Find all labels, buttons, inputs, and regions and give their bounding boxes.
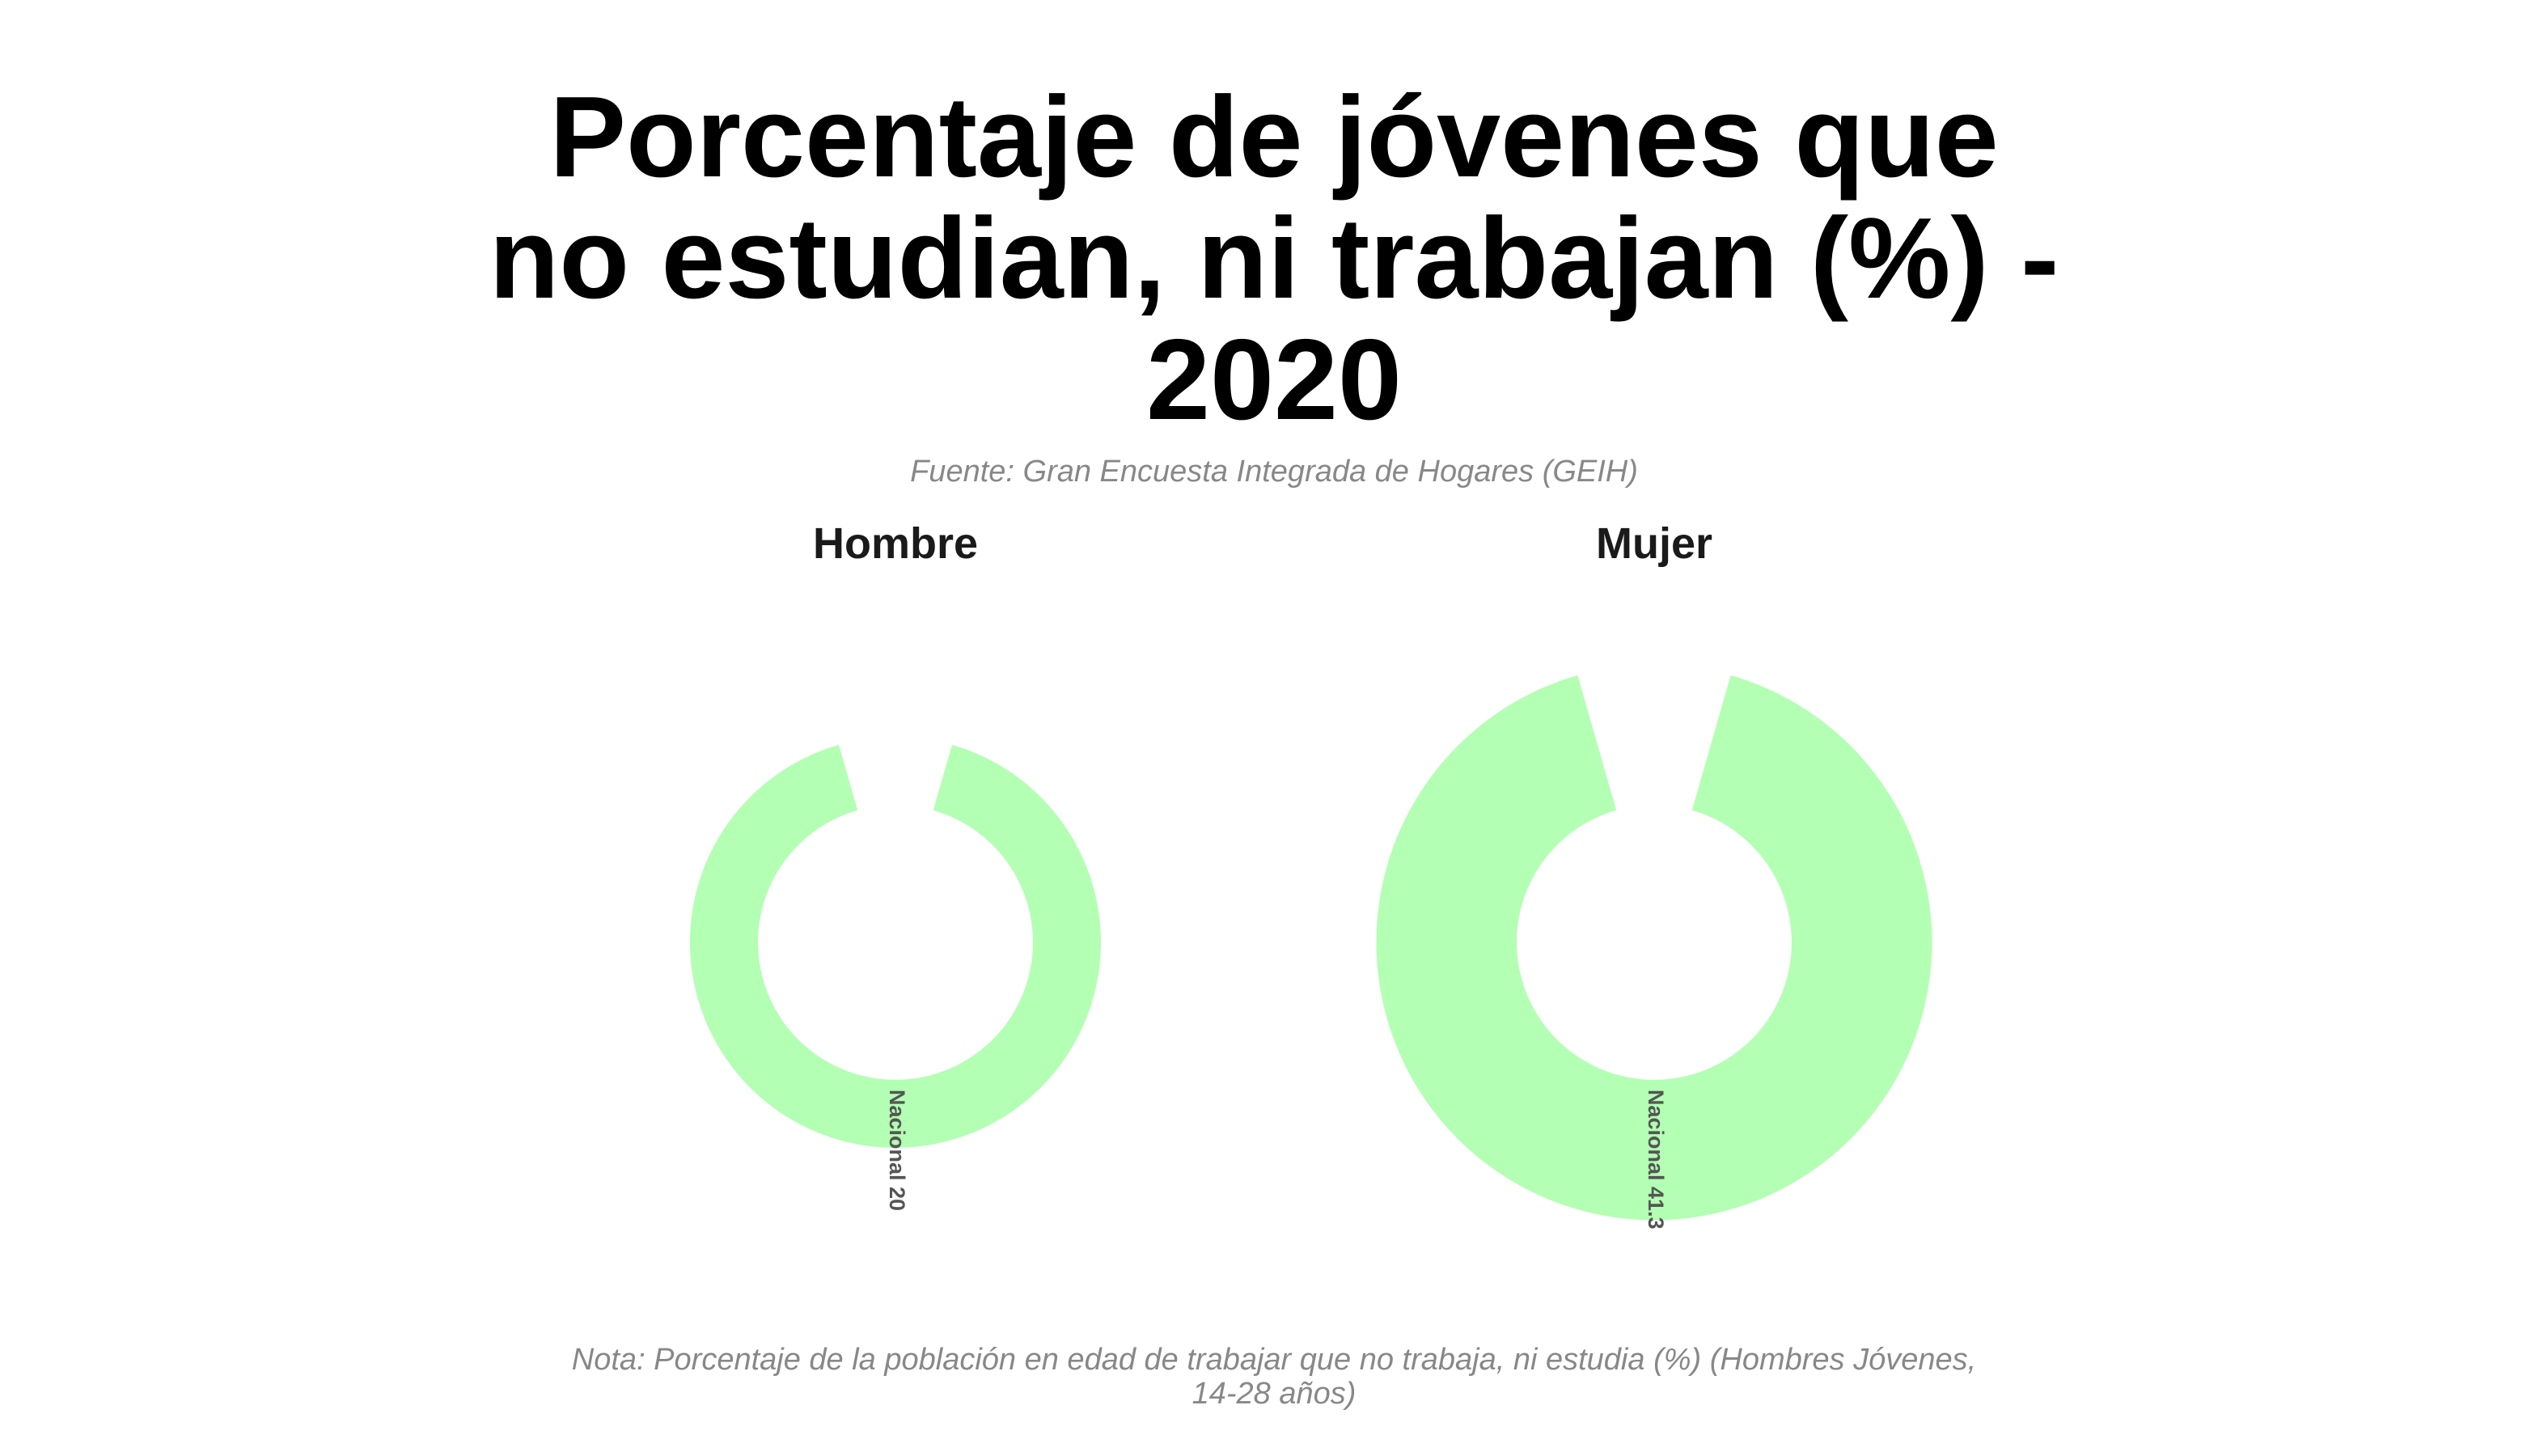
chart-note: Nota: Porcentaje de la población en edad… bbox=[566, 1343, 1982, 1411]
panel-mujer: Mujer Nacional 41.3 bbox=[1377, 519, 1932, 1230]
panel-title: Mujer bbox=[1596, 519, 1712, 568]
panel-title: Hombre bbox=[813, 519, 978, 568]
panel-hombre: Hombre Nacional 20 bbox=[690, 519, 1101, 1211]
ring-bar-nacional bbox=[690, 745, 1101, 1148]
bar-label: Nacional 41.3 bbox=[1644, 1090, 1668, 1230]
bar-label: Nacional 20 bbox=[885, 1090, 909, 1211]
